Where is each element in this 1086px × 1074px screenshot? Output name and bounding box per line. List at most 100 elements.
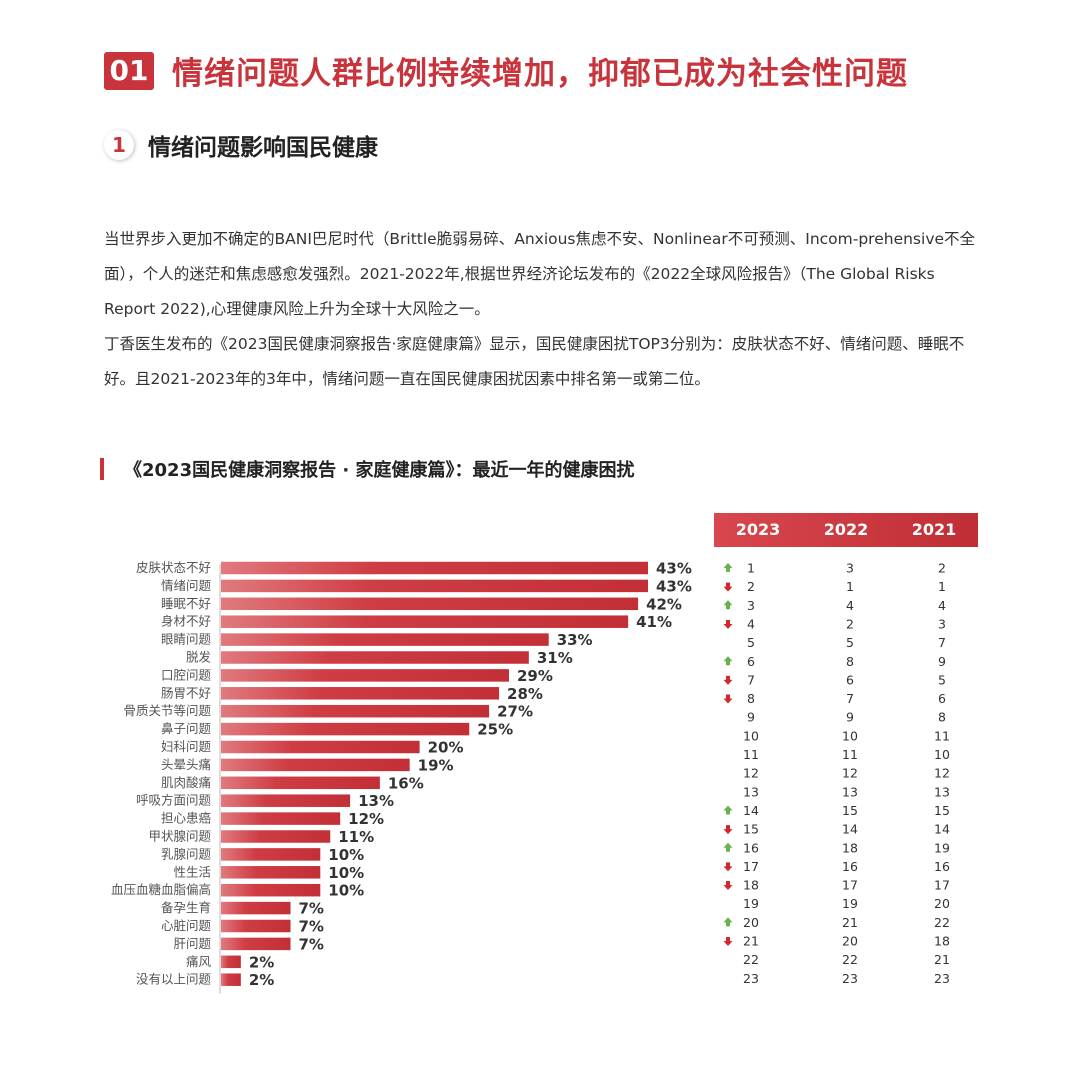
rank-2021: 23 — [934, 971, 950, 986]
rank-2022: 16 — [842, 859, 858, 874]
rank-2023: 16 — [743, 840, 759, 855]
bar — [221, 848, 321, 861]
bar — [221, 687, 500, 700]
trend-down-icon — [723, 619, 733, 629]
rank-2023: 19 — [743, 896, 759, 911]
category-label: 甲状腺问题 — [148, 829, 211, 844]
section-title: 情绪问题人群比例持续增加，抑郁已成为社会性问题 — [172, 56, 908, 92]
category-label: 备孕生育 — [161, 900, 211, 915]
section-number: 01 — [104, 51, 154, 90]
rank-2021: 10 — [934, 747, 950, 762]
rank-2022: 23 — [842, 971, 858, 986]
value-label: 43% — [656, 577, 692, 595]
rank-2022: 11 — [842, 747, 858, 762]
value-label: 7% — [299, 918, 324, 936]
bar — [221, 919, 291, 933]
rank-2022: 14 — [842, 822, 858, 837]
rank-2023: 4 — [747, 616, 755, 631]
value-label: 31% — [537, 649, 573, 667]
trend-up-icon — [723, 563, 733, 572]
category-label: 没有以上问题 — [136, 972, 212, 987]
bar — [221, 758, 410, 772]
rank-2023: 8 — [747, 691, 755, 706]
chart-title-accent — [100, 458, 104, 480]
rank-2021: 15 — [934, 803, 950, 818]
category-label: 睡眠不好 — [161, 596, 211, 611]
bar — [221, 937, 291, 951]
trend-down-icon — [723, 862, 733, 872]
value-label: 25% — [477, 721, 513, 739]
trend-up-icon — [723, 600, 733, 610]
trend-up-icon — [723, 656, 733, 666]
category-label: 口腔问题 — [161, 667, 212, 682]
value-label: 20% — [428, 739, 464, 757]
value-label: 10% — [328, 846, 364, 864]
category-label: 心脏问题 — [161, 918, 212, 933]
category-label: 肌肉酸痛 — [161, 775, 211, 790]
category-label: 妇科问题 — [161, 739, 212, 754]
rank-2023: 21 — [743, 934, 759, 949]
rank-2021: 1 — [938, 579, 946, 594]
rank-2022: 3 — [846, 561, 854, 576]
paragraph: 丁香医生发布的《2023国民健康洞察报告·家庭健康篇》显示，国民健康困扰TOP3… — [104, 335, 965, 388]
bar — [221, 794, 351, 807]
category-label: 呼吸方面问题 — [136, 793, 212, 808]
bar — [221, 633, 549, 646]
category-label: 痛风 — [186, 954, 212, 969]
category-label: 眼睛问题 — [161, 632, 212, 647]
trend-up-icon — [723, 805, 733, 815]
bar — [221, 669, 509, 682]
value-label: 10% — [328, 864, 364, 882]
rank-2021: 20 — [934, 896, 950, 911]
rank-2022: 4 — [846, 598, 854, 613]
bar — [221, 883, 321, 897]
rank-2021: 4 — [938, 598, 946, 613]
rank-2021: 19 — [934, 840, 950, 855]
bar — [221, 561, 648, 575]
rank-2023: 1 — [747, 561, 755, 576]
rank-2023: 6 — [747, 654, 755, 669]
rank-2023: 10 — [743, 728, 759, 743]
rank-table-header: 2023 2022 2021 — [714, 513, 978, 547]
trend-down-icon — [723, 694, 733, 704]
chart-title-block: 《2023国民健康洞察报告 · 家庭健康篇》：最近一年的健康困扰 — [100, 456, 634, 482]
rank-2023: 17 — [743, 859, 759, 874]
rank-2021: 7 — [938, 635, 946, 650]
rank-2022: 12 — [842, 766, 858, 781]
rank-2022: 10 — [842, 728, 858, 743]
rank-2021: 2 — [938, 561, 946, 576]
category-label: 骨质关节等问题 — [123, 703, 211, 718]
rank-2022: 22 — [842, 952, 858, 967]
rank-2022: 2 — [846, 616, 854, 631]
rank-2022: 1 — [846, 579, 854, 594]
value-label: 2% — [249, 953, 274, 971]
trend-up-icon — [723, 842, 733, 852]
trend-down-icon — [723, 675, 733, 685]
rank-header-2023: 2023 — [735, 520, 781, 539]
chart-title: 《2023国民健康洞察报告 · 家庭健康篇》：最近一年的健康困扰 — [124, 460, 635, 481]
bar — [221, 866, 321, 879]
trend-down-icon — [723, 825, 733, 835]
category-label: 血压血糖血脂偏高 — [111, 882, 211, 897]
rank-2023: 20 — [743, 915, 759, 930]
bar — [221, 615, 629, 628]
section-header: 01 情绪问题人群比例持续增加，抑郁已成为社会性问题 — [104, 48, 908, 93]
bar — [221, 973, 241, 986]
value-label: 33% — [557, 631, 593, 649]
body-text: 当世界步入更加不确定的BANI巴尼时代（Brittle脆弱易碎、Anxious焦… — [104, 222, 980, 397]
rank-2021: 13 — [934, 784, 950, 799]
bar — [221, 776, 380, 790]
rank-2021: 14 — [934, 822, 950, 837]
bar — [221, 579, 648, 593]
rank-2021: 22 — [934, 915, 950, 930]
value-label: 41% — [636, 613, 672, 631]
rank-2021: 11 — [934, 728, 950, 743]
category-label: 鼻子问题 — [161, 721, 212, 736]
bar — [221, 830, 331, 843]
rank-2023: 11 — [743, 747, 759, 762]
category-label: 脱发 — [186, 650, 212, 665]
subsection-header: 1 情绪问题影响国民健康 — [104, 128, 378, 162]
value-label: 7% — [299, 935, 324, 953]
rank-2021: 18 — [934, 934, 950, 949]
rank-2023: 18 — [743, 878, 759, 893]
